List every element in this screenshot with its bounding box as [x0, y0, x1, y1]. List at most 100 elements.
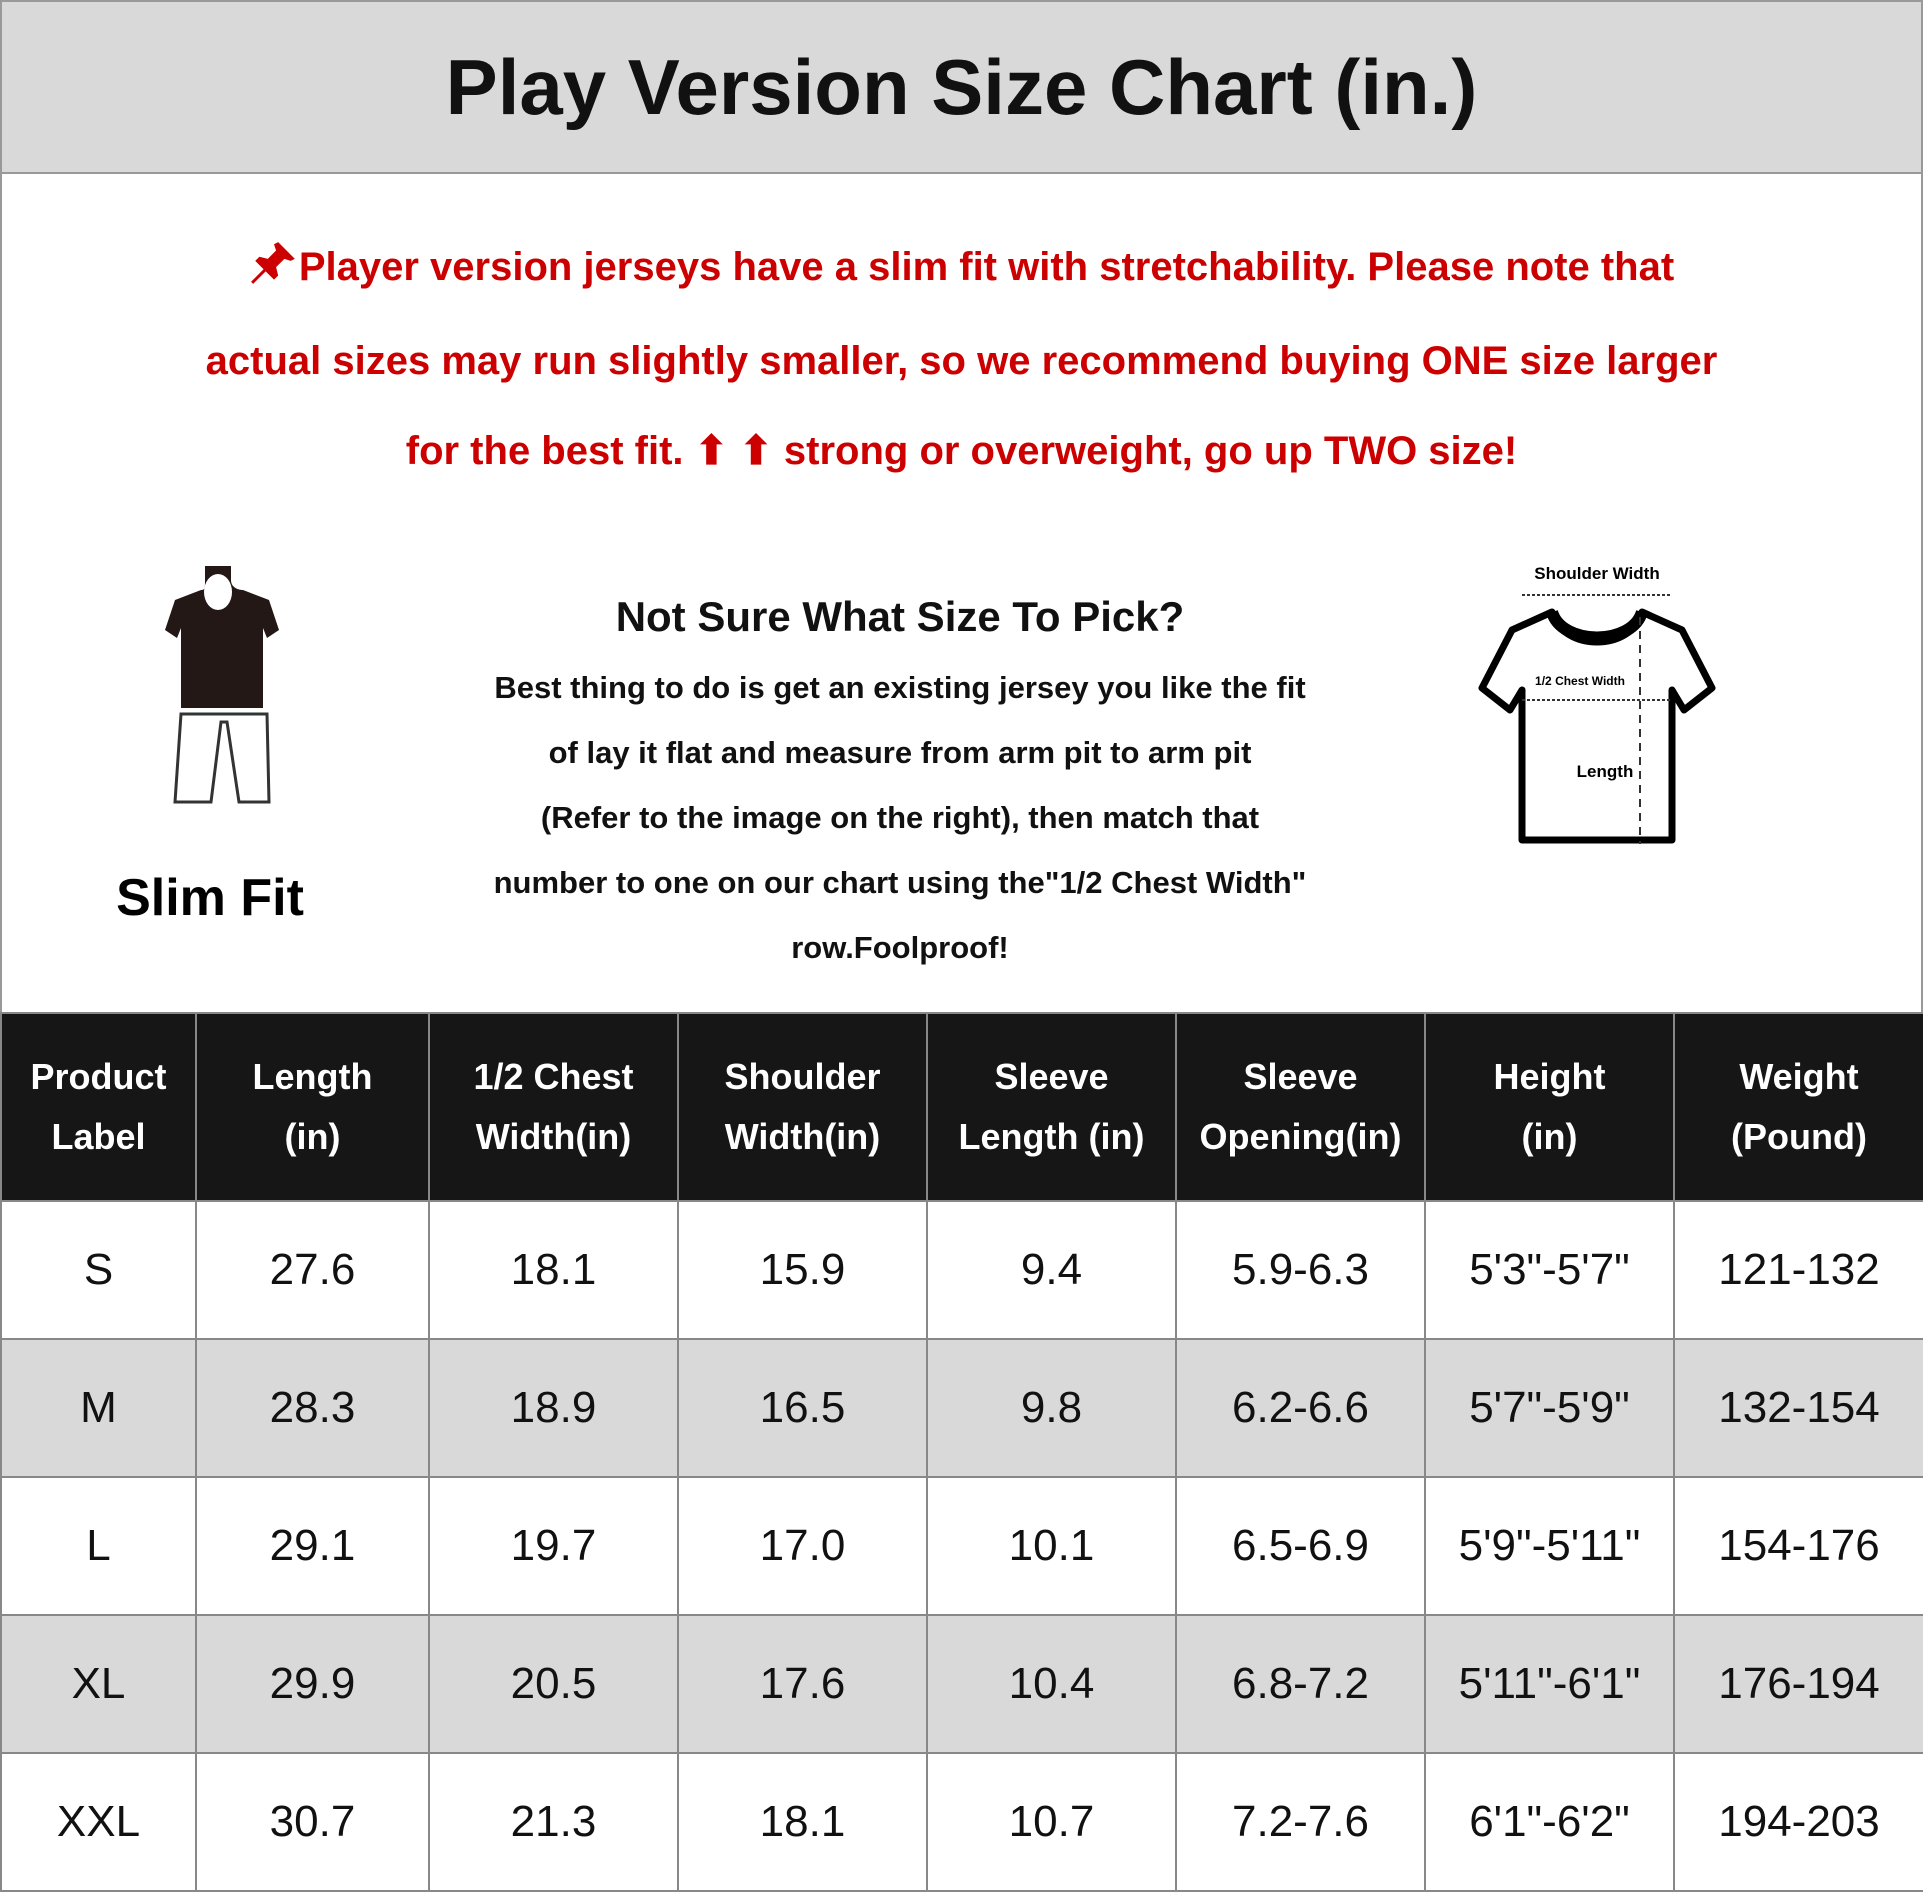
cell-value: 28.3: [269, 1383, 356, 1432]
guide-line: of lay it flat and measure from arm pit …: [548, 735, 1252, 770]
header-text: (Pound): [1731, 1116, 1867, 1157]
title-banner: Play Version Size Chart (in.): [0, 0, 1923, 174]
table-row: M 28.3 18.9 16.5 9.8 6.2-6.6 5'7"-5'9" 132-154: [0, 1338, 1923, 1478]
cell-value: 20.5: [510, 1659, 597, 1708]
header-text: Product: [30, 1056, 167, 1097]
cell-value: 19.7: [510, 1521, 597, 1570]
size-chart-table: Product Label Length (in) 1/2 Chest Width(in)…: [0, 1012, 1923, 1892]
table-cell: 9.8: [926, 1338, 1177, 1478]
table-cell: 6'1"-6'2": [1424, 1752, 1675, 1892]
header-row: Product Label Length (in) 1/2 Chest Width(in)…: [0, 1012, 1923, 1202]
column-header: Height (in): [1424, 1012, 1675, 1202]
table-cell: 6.5-6.9: [1175, 1476, 1426, 1616]
table-cell: 5'11"-6'1": [1424, 1614, 1675, 1754]
guide-line: row.Foolproof!: [791, 930, 1009, 965]
cell-value: 5'3"-5'7": [1469, 1245, 1630, 1294]
page-title: Play Version Size Chart (in.): [445, 43, 1478, 131]
cell-value: 18.1: [510, 1245, 597, 1294]
cell-value: XXL: [56, 1797, 141, 1846]
column-header: Length (in): [195, 1012, 430, 1202]
table-cell: M: [0, 1338, 197, 1478]
table-cell: 18.9: [428, 1338, 679, 1478]
table-cell: 132-154: [1673, 1338, 1923, 1478]
header-text: Opening(in): [1199, 1116, 1402, 1157]
cell-value: 29.9: [269, 1659, 356, 1708]
table-cell: 20.5: [428, 1614, 679, 1754]
header-text: Label: [51, 1116, 146, 1157]
table-cell: 5'7"-5'9": [1424, 1338, 1675, 1478]
table-cell: 21.3: [428, 1752, 679, 1892]
table-cell: 19.7: [428, 1476, 679, 1616]
table-row: XL 29.9 20.5 17.6 10.4 6.8-7.2 5'11"-6'1" 176-1…: [0, 1614, 1923, 1754]
header-text: Width(in): [724, 1116, 881, 1157]
cell-value: 30.7: [269, 1797, 356, 1846]
table-cell: 17.0: [677, 1476, 928, 1616]
notice-line-2: actual sizes may run slightly smaller, s…: [205, 339, 1718, 383]
cell-value: 7.2-7.6: [1232, 1797, 1369, 1846]
column-header: Weight (Pound): [1673, 1012, 1923, 1202]
cell-value: 18.1: [759, 1797, 846, 1846]
table-cell: 18.1: [677, 1752, 928, 1892]
header-text: (in): [1521, 1116, 1578, 1157]
cell-value: 132-154: [1718, 1383, 1880, 1432]
notice-line-1: Player version jerseys have a slim fit w…: [20, 227, 1903, 307]
cell-value: S: [83, 1245, 114, 1294]
pushpin-icon: [250, 242, 295, 284]
column-header: Sleeve Opening(in): [1175, 1012, 1426, 1202]
column-header: Sleeve Length (in): [926, 1012, 1177, 1202]
header-text: Weight: [1739, 1056, 1859, 1097]
guide-line: Best thing to do is get an existing jers…: [494, 670, 1306, 705]
header-text: Sleeve: [994, 1056, 1109, 1097]
cell-value: 6.8-7.2: [1232, 1659, 1369, 1708]
cell-value: 9.8: [1020, 1383, 1083, 1432]
table-cell: 9.4: [926, 1200, 1177, 1340]
column-header: Product Label: [0, 1012, 197, 1202]
cell-value: L: [86, 1521, 111, 1570]
table-cell: 18.1: [428, 1200, 679, 1340]
cell-value: 5'11"-6'1": [1458, 1659, 1641, 1708]
header-text: Shoulder: [724, 1056, 881, 1097]
table-cell: 10.4: [926, 1614, 1177, 1754]
cell-value: 6'1"-6'2": [1469, 1797, 1630, 1846]
table-cell: 30.7: [195, 1752, 430, 1892]
cell-value: 176-194: [1718, 1659, 1880, 1708]
header-text: Length: [252, 1056, 373, 1097]
measurement-diagram: Shoulder Width 1/2 Chest Width Length: [1472, 562, 1722, 857]
table-cell: 10.7: [926, 1752, 1177, 1892]
table-cell: 15.9: [677, 1200, 928, 1340]
guide-heading: Not Sure What Size To Pick?: [615, 593, 1185, 640]
header-text: (in): [284, 1116, 341, 1157]
table-cell: 121-132: [1673, 1200, 1923, 1340]
cell-value: 6.2-6.6: [1232, 1383, 1369, 1432]
cell-value: 29.1: [269, 1521, 356, 1570]
tshirt-icon: [1478, 594, 1716, 844]
column-header: 1/2 Chest Width(in): [428, 1012, 679, 1202]
cell-value: 5.9-6.3: [1232, 1245, 1369, 1294]
header-text: Width(in): [475, 1116, 632, 1157]
cell-value: 5'7"-5'9": [1469, 1383, 1630, 1432]
table-cell: 5'9"-5'11": [1424, 1476, 1675, 1616]
table-cell: XL: [0, 1614, 197, 1754]
cell-value: 6.5-6.9: [1232, 1521, 1369, 1570]
cell-value: 5'9"-5'11": [1458, 1521, 1641, 1570]
table-cell: 29.1: [195, 1476, 430, 1616]
length-label: Length: [1576, 762, 1634, 781]
table-row: XXL 30.7 21.3 18.1 10.7 7.2-7.6 6'1"-6'2" 194-2…: [0, 1752, 1923, 1892]
table-cell: 10.1: [926, 1476, 1177, 1616]
cell-value: 154-176: [1718, 1521, 1880, 1570]
table-cell: 16.5: [677, 1338, 928, 1478]
table-cell: 17.6: [677, 1614, 928, 1754]
cell-value: 194-203: [1718, 1797, 1880, 1846]
cell-value: 15.9: [759, 1245, 846, 1294]
table-cell: 176-194: [1673, 1614, 1923, 1754]
table-cell: 27.6: [195, 1200, 430, 1340]
column-header: Shoulder Width(in): [677, 1012, 928, 1202]
cell-value: 17.6: [759, 1659, 846, 1708]
table-cell: 7.2-7.6: [1175, 1752, 1426, 1892]
table-cell: 28.3: [195, 1338, 430, 1478]
shoulder-width-label: Shoulder Width: [1534, 564, 1660, 583]
table-cell: XXL: [0, 1752, 197, 1892]
cell-value: M: [80, 1383, 117, 1432]
cell-value: 21.3: [510, 1797, 597, 1846]
chest-width-label: 1/2 Chest Width: [1535, 674, 1625, 688]
